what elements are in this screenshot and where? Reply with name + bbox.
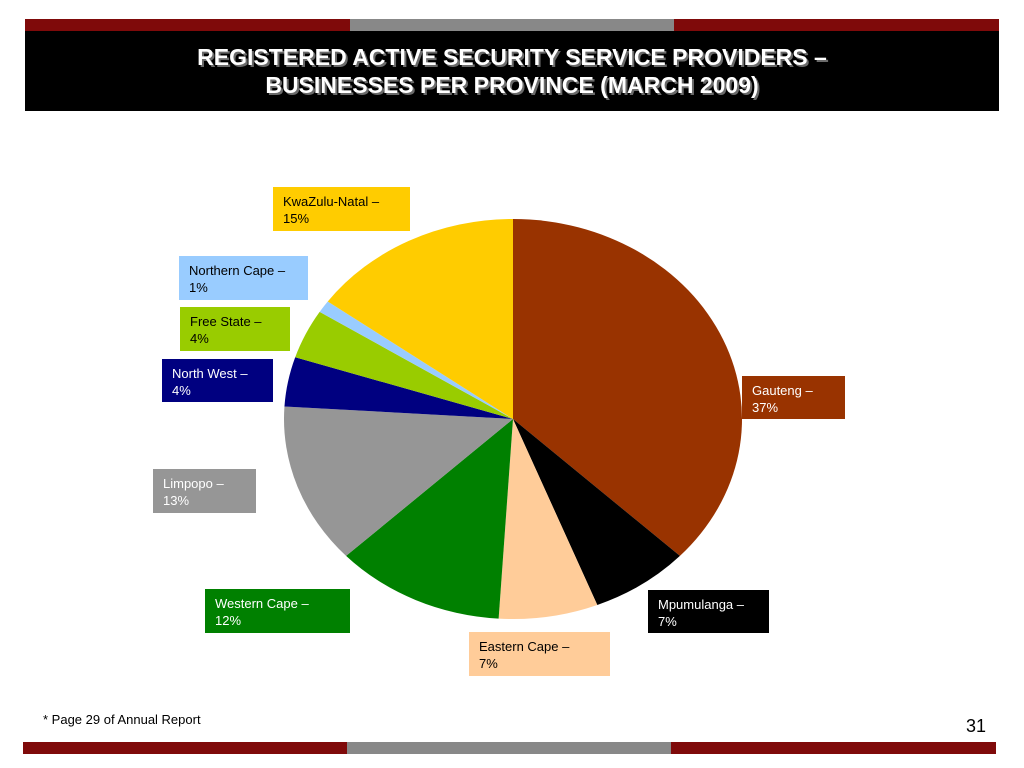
top-bar-right — [674, 19, 999, 31]
label-percent: 4% — [172, 383, 191, 398]
top-bar-middle — [350, 19, 674, 31]
label-percent: 15% — [283, 211, 310, 226]
label-name: Northern Cape – — [189, 263, 286, 278]
bottom-bar-left — [23, 742, 347, 754]
label-eastern-cape: Eastern Cape – 7% — [469, 632, 610, 676]
title-line-2: BUSINESSES PER PROVINCE (MARCH 2009) — [265, 72, 759, 98]
label-limpopo: Limpopo – 13% — [153, 469, 256, 513]
pie-slice-northern-cape — [319, 301, 513, 419]
label-name: Gauteng – — [752, 383, 813, 398]
label-percent: 13% — [163, 493, 190, 508]
title-banner: REGISTERED ACTIVE SECURITY SERVICE PROVI… — [25, 31, 999, 111]
label-free-state: Free State – 4% — [180, 307, 290, 351]
label-kwazulu-natal: KwaZulu-Natal – 15% — [273, 187, 410, 231]
label-name: North West – — [172, 366, 248, 381]
bottom-bar-right — [671, 742, 996, 754]
label-gauteng: Gauteng – 37% — [742, 376, 845, 419]
label-percent: 1% — [189, 280, 208, 295]
label-percent: 7% — [479, 656, 498, 671]
label-percent: 4% — [190, 331, 209, 346]
label-name: Limpopo – — [163, 476, 224, 491]
pie-slice-western-cape — [346, 419, 513, 619]
label-name: Eastern Cape – — [479, 639, 570, 654]
label-name: Western Cape – — [215, 596, 309, 611]
pie-slice-limpopo — [283, 406, 513, 556]
pie-slice-north-west — [284, 357, 513, 419]
label-mpumulanga: Mpumulanga – 7% — [648, 590, 769, 633]
page-number: 31 — [966, 716, 987, 736]
label-percent: 12% — [215, 613, 242, 628]
footnote: * Page 29 of Annual Report — [43, 712, 201, 727]
title-line-1: REGISTERED ACTIVE SECURITY SERVICE PROVI… — [197, 44, 827, 70]
label-western-cape: Western Cape – 12% — [205, 589, 350, 633]
pie-slice-kwazulu-natal — [327, 219, 513, 419]
pie-slice-gauteng — [513, 219, 742, 556]
label-name: KwaZulu-Natal – — [283, 194, 380, 209]
label-percent: 37% — [752, 400, 779, 415]
pie-slice-mpumulanga — [513, 419, 680, 605]
bottom-bar-middle — [347, 742, 671, 754]
top-bar-left — [25, 19, 350, 31]
pie-slice-eastern-cape — [498, 419, 598, 620]
pie-slice-free-state — [295, 311, 513, 419]
label-percent: 7% — [658, 614, 677, 629]
label-northern-cape: Northern Cape – 1% — [179, 256, 308, 300]
label-north-west: North West – 4% — [162, 359, 273, 402]
label-name: Free State – — [190, 314, 262, 329]
label-name: Mpumulanga – — [658, 597, 744, 612]
